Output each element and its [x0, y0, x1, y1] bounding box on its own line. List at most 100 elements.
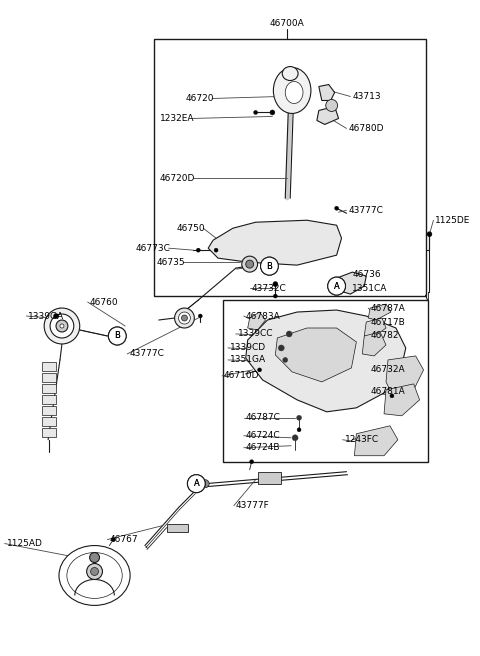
Bar	[167, 523, 189, 531]
Circle shape	[196, 248, 200, 252]
Text: B: B	[266, 262, 272, 271]
Bar	[223, 300, 429, 462]
Circle shape	[427, 232, 432, 237]
Circle shape	[60, 324, 64, 328]
Polygon shape	[364, 318, 386, 338]
Circle shape	[297, 428, 301, 432]
Circle shape	[283, 358, 288, 362]
Circle shape	[175, 308, 194, 328]
Text: 46700A: 46700A	[270, 18, 305, 28]
Circle shape	[90, 552, 99, 562]
Circle shape	[261, 257, 278, 275]
Text: 46780D: 46780D	[348, 124, 384, 133]
Circle shape	[286, 331, 292, 337]
Polygon shape	[354, 426, 398, 456]
Polygon shape	[276, 328, 356, 382]
Text: 46773C: 46773C	[136, 243, 170, 253]
Polygon shape	[368, 304, 391, 320]
Circle shape	[179, 312, 191, 324]
Bar	[42, 406, 56, 415]
Ellipse shape	[67, 552, 122, 598]
Circle shape	[198, 314, 202, 318]
Circle shape	[297, 415, 301, 420]
Circle shape	[292, 435, 298, 441]
Text: 46781A: 46781A	[370, 387, 405, 396]
Text: 46720: 46720	[186, 94, 214, 103]
Circle shape	[326, 100, 337, 112]
Circle shape	[253, 110, 258, 114]
Text: 46720D: 46720D	[160, 174, 195, 183]
Text: 46710D: 46710D	[224, 371, 260, 380]
Bar	[154, 39, 426, 296]
Circle shape	[111, 537, 115, 542]
Circle shape	[108, 327, 126, 345]
Bar	[42, 428, 56, 437]
Text: B: B	[266, 262, 272, 271]
Text: 46717B: 46717B	[370, 318, 405, 327]
Text: 46750: 46750	[177, 224, 205, 233]
Circle shape	[201, 480, 209, 487]
Text: 1339CC: 1339CC	[238, 329, 273, 338]
Circle shape	[214, 248, 218, 252]
Text: A: A	[334, 281, 339, 291]
Bar	[258, 472, 281, 483]
Bar	[42, 373, 56, 382]
Text: A: A	[334, 281, 339, 291]
Circle shape	[54, 314, 59, 319]
Polygon shape	[248, 312, 265, 330]
Text: 43777F: 43777F	[236, 501, 270, 510]
Circle shape	[258, 368, 262, 372]
Text: 46724C: 46724C	[246, 431, 280, 440]
Circle shape	[87, 564, 102, 579]
Circle shape	[44, 308, 80, 344]
Circle shape	[181, 315, 187, 321]
Circle shape	[341, 282, 345, 286]
Circle shape	[278, 345, 284, 351]
Text: 43732C: 43732C	[252, 283, 287, 293]
Bar	[42, 417, 56, 426]
Circle shape	[91, 567, 98, 575]
Text: B: B	[114, 331, 120, 340]
Text: 46760: 46760	[90, 298, 118, 306]
Text: A: A	[193, 479, 199, 488]
Text: A: A	[193, 479, 199, 488]
Text: 43777C: 43777C	[129, 350, 164, 358]
Bar	[42, 384, 56, 393]
Circle shape	[328, 277, 346, 295]
Ellipse shape	[59, 546, 130, 605]
Text: 1339CD: 1339CD	[230, 344, 266, 352]
Polygon shape	[362, 332, 386, 356]
Circle shape	[261, 257, 278, 275]
Bar	[42, 362, 56, 371]
Text: 46783A: 46783A	[246, 312, 280, 321]
Text: 46787A: 46787A	[370, 304, 405, 312]
Text: 46787C: 46787C	[246, 413, 281, 422]
Circle shape	[50, 314, 74, 338]
Text: 46736: 46736	[352, 270, 381, 279]
Polygon shape	[336, 272, 366, 294]
Polygon shape	[208, 220, 342, 265]
Text: 1125DE: 1125DE	[435, 216, 471, 225]
Text: 43713: 43713	[352, 92, 381, 101]
Text: 46732A: 46732A	[370, 365, 405, 375]
Circle shape	[390, 394, 394, 398]
Circle shape	[187, 475, 205, 493]
Ellipse shape	[285, 81, 303, 104]
Text: 43777C: 43777C	[348, 206, 384, 215]
Polygon shape	[386, 356, 423, 398]
Circle shape	[328, 277, 346, 295]
Text: 1351GA: 1351GA	[230, 356, 266, 365]
Bar	[42, 395, 56, 404]
Circle shape	[335, 206, 338, 211]
Circle shape	[273, 281, 278, 287]
Polygon shape	[319, 85, 335, 100]
Text: 46735: 46735	[157, 258, 185, 266]
Circle shape	[242, 256, 258, 272]
Circle shape	[250, 460, 253, 464]
Polygon shape	[384, 384, 420, 416]
Polygon shape	[317, 106, 338, 125]
Circle shape	[108, 327, 126, 345]
Circle shape	[270, 110, 275, 115]
Text: 1339GA: 1339GA	[28, 312, 64, 321]
Text: 46782: 46782	[370, 331, 399, 340]
